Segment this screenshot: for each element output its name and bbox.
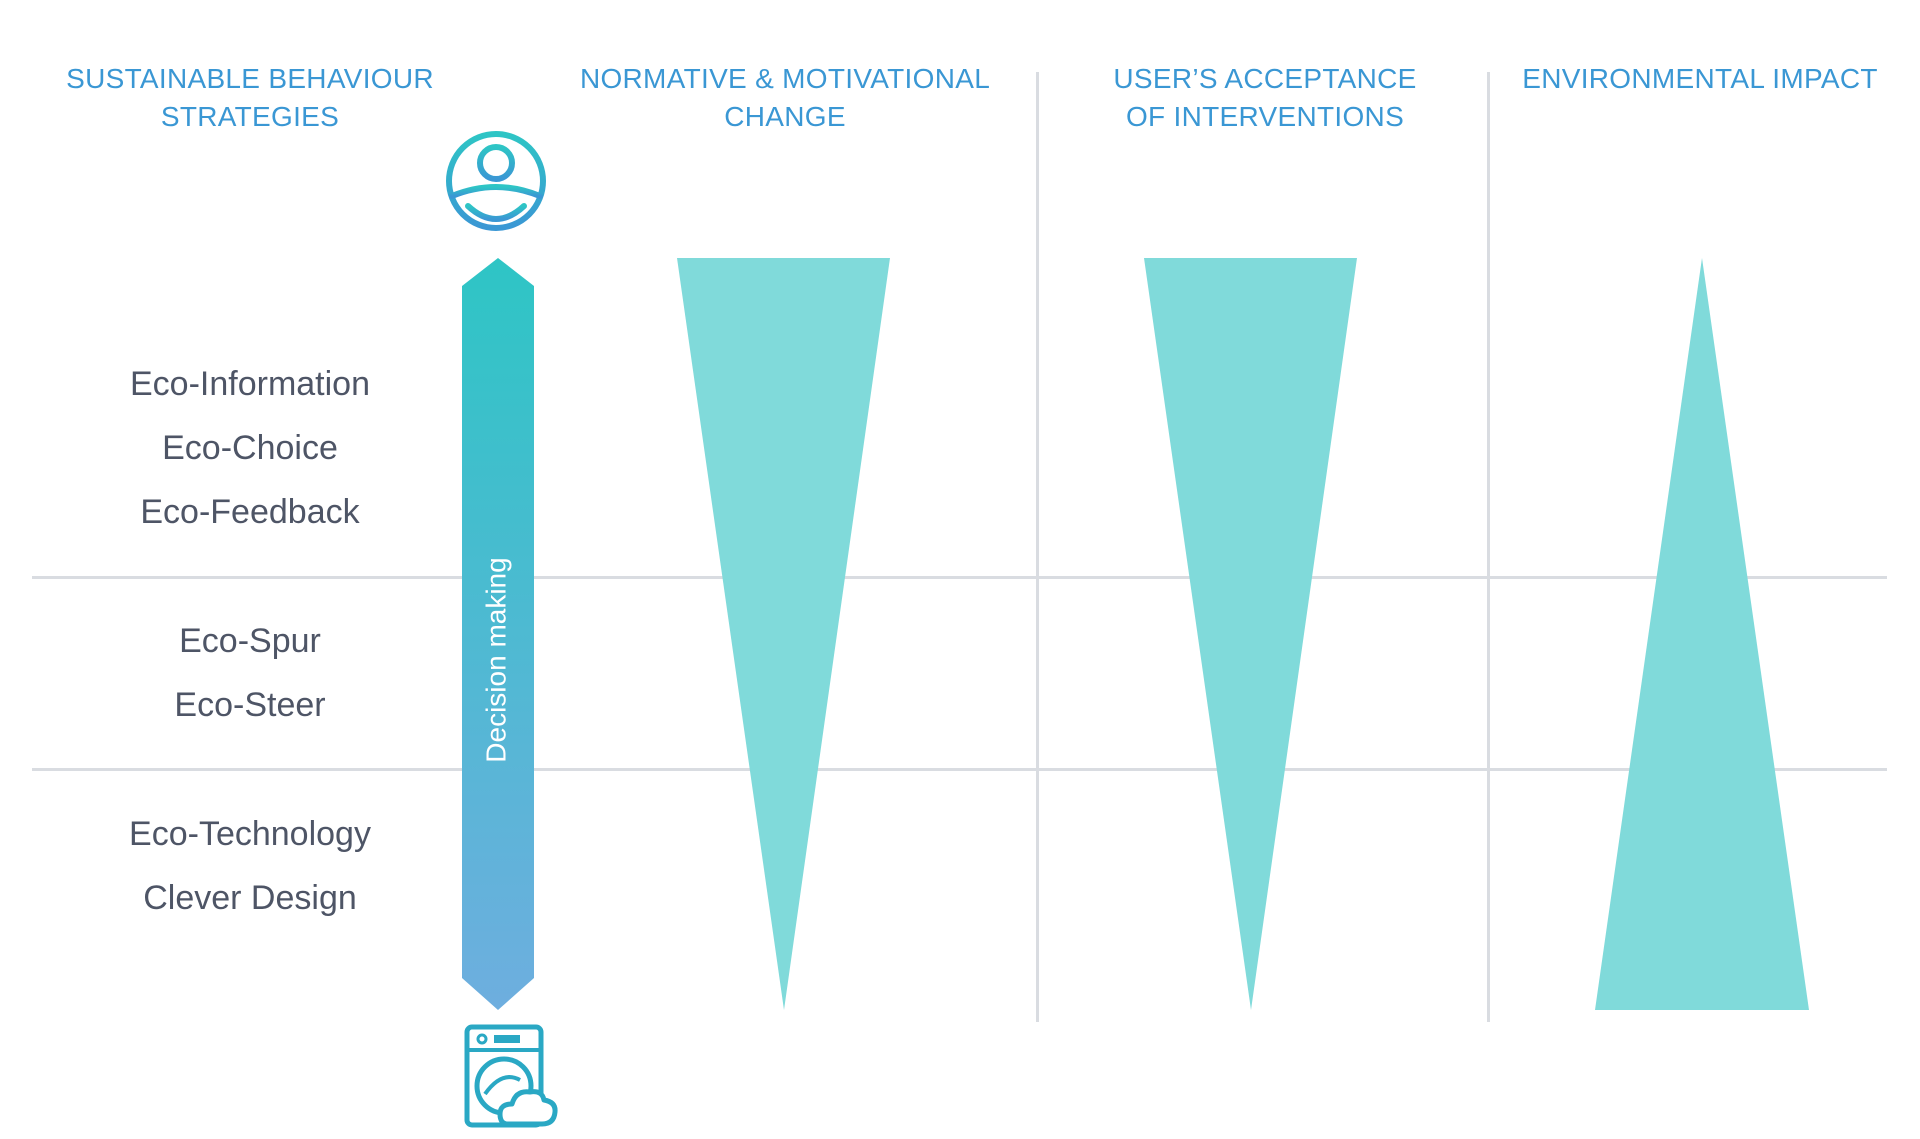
- row-divider-2: [32, 768, 1887, 771]
- column-divider-2: [1487, 72, 1490, 1022]
- strategy-eco-steer: Eco-Steer: [174, 686, 326, 724]
- strategy-eco-technology: Eco-Technology: [129, 815, 371, 853]
- strategy-eco-feedback: Eco-Feedback: [140, 493, 360, 531]
- washing-machine-cloud-icon: [464, 1024, 558, 1128]
- header-normative-change: NORMATIVE & MOTIVATIONAL CHANGE: [560, 60, 1010, 136]
- header-acceptance-line-1: USER’S ACCEPTANCE: [1113, 63, 1417, 94]
- header-strategies-line-1: SUSTAINABLE BEHAVIOUR: [66, 63, 434, 94]
- row-divider-1: [32, 576, 1887, 579]
- header-acceptance-line-2: OF INTERVENTIONS: [1125, 101, 1405, 132]
- decision-making-arrow: [462, 258, 534, 1010]
- wedge-environmental-impact: [1595, 258, 1809, 1010]
- header-user-acceptance: USER’S ACCEPTANCE OF INTERVENTIONS: [1040, 60, 1490, 136]
- strategy-eco-choice: Eco-Choice: [162, 429, 338, 467]
- decision-making-label: Decision making: [480, 557, 511, 762]
- wedge-user-acceptance: [1144, 258, 1357, 1010]
- user-icon: [446, 131, 546, 231]
- strategy-eco-spur: Eco-Spur: [179, 622, 321, 660]
- header-strategies: SUSTAINABLE BEHAVIOUR STRATEGIES: [40, 60, 460, 136]
- header-strategies-line-2: STRATEGIES: [160, 101, 340, 132]
- header-environmental-line-1: ENVIRONMENTAL IMPACT: [1522, 63, 1878, 94]
- strategy-eco-information: Eco-Information: [130, 365, 370, 403]
- header-environmental-impact: ENVIRONMENTAL IMPACT: [1500, 60, 1900, 98]
- wedge-normative-change: [677, 258, 890, 1010]
- strategy-clever-design: Clever Design: [143, 879, 357, 917]
- header-normative-line-2: CHANGE: [724, 101, 846, 132]
- column-divider-1: [1036, 72, 1039, 1022]
- header-normative-line-1: NORMATIVE & MOTIVATIONAL: [579, 63, 991, 94]
